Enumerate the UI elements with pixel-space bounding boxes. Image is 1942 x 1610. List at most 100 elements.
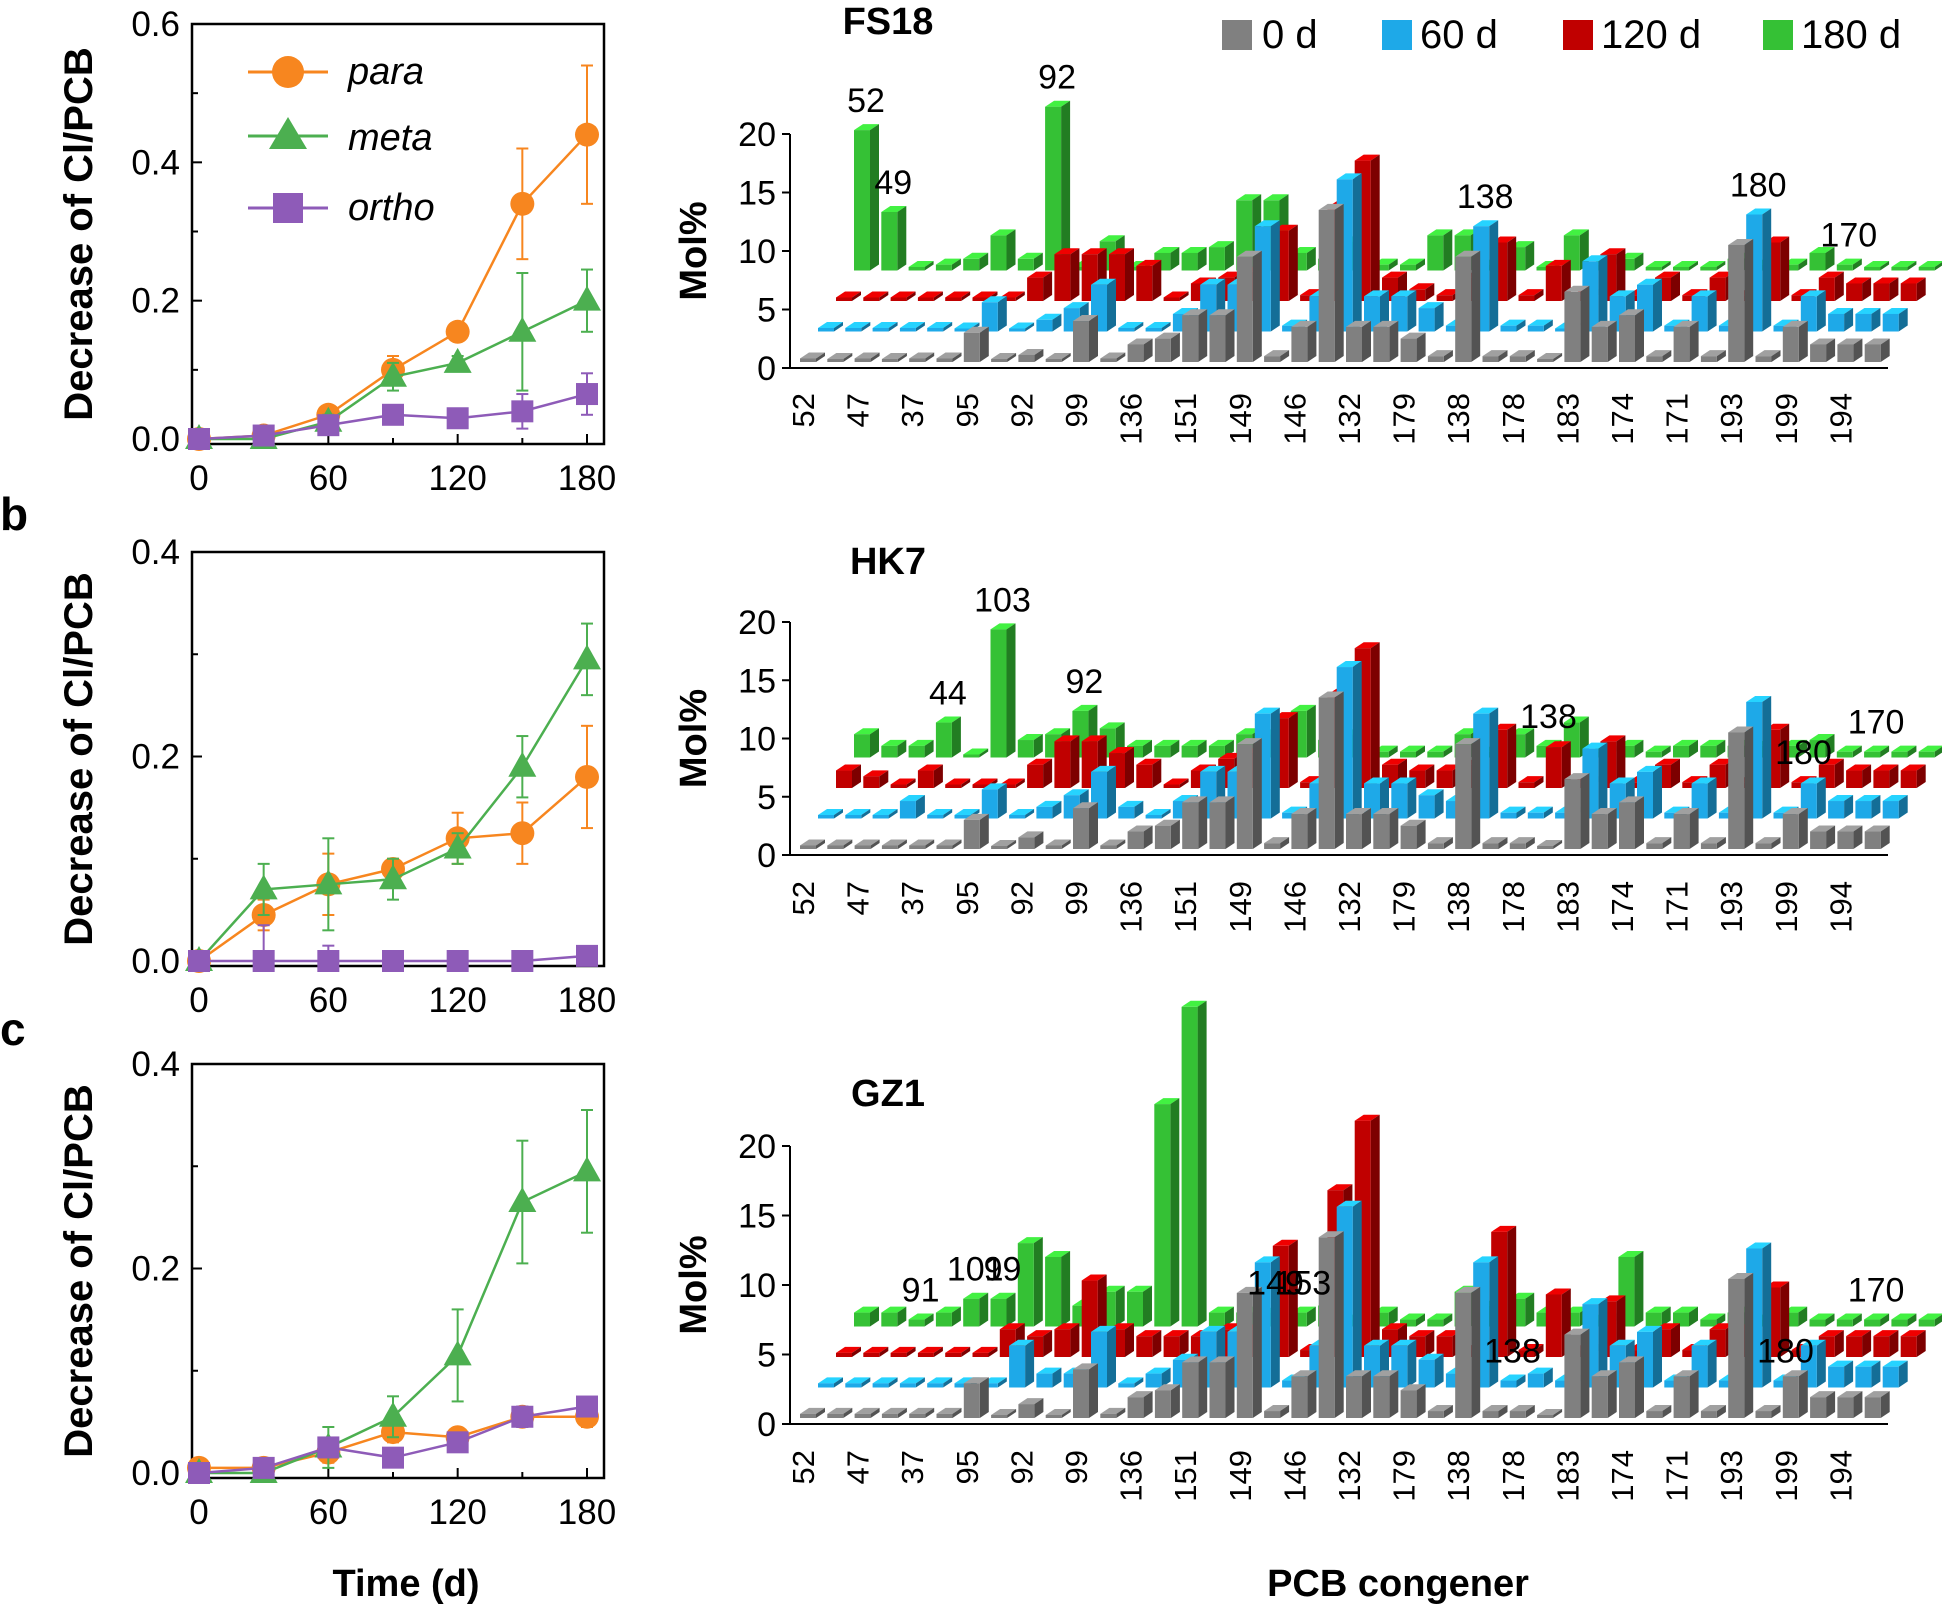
data-point-ortho: [576, 383, 598, 406]
bar-top: [1154, 1384, 1180, 1391]
bar-side: [1834, 1330, 1844, 1357]
bar-side: [1116, 839, 1126, 849]
bar-top: [899, 321, 925, 328]
bar-side: [897, 839, 907, 849]
bar-60d-37: [927, 1377, 953, 1388]
bar-side: [1252, 250, 1262, 362]
bar-0d-95: [963, 813, 989, 849]
bar-front: [1545, 1294, 1562, 1357]
bar-top: [1873, 764, 1899, 771]
bar-legend: 0 d 60 d 120 d 180 d: [1222, 13, 1901, 57]
bar-top: [1700, 1405, 1726, 1412]
bar-side: [1662, 1405, 1672, 1418]
bar-front: [945, 1352, 962, 1357]
bar-front: [1900, 770, 1917, 788]
bar-front: [1073, 808, 1089, 849]
bar-side: [1616, 735, 1626, 788]
bar-side: [1525, 1405, 1535, 1418]
bar-front: [1054, 254, 1071, 301]
bar-top: [908, 260, 934, 267]
bar-0d-146: [1291, 808, 1317, 849]
bar-0d-195: [1864, 1391, 1890, 1418]
bar-front: [1073, 1369, 1089, 1418]
bar-top: [1354, 154, 1380, 161]
congener-tick-label: 138: [1441, 393, 1476, 445]
x-tick-label: 60: [309, 459, 348, 498]
bar-60d-195: [1882, 795, 1908, 819]
bar-side: [1388, 745, 1398, 758]
bar-side: [1561, 741, 1571, 788]
bar-side: [1707, 777, 1717, 819]
congener-tick-label: 47: [841, 393, 876, 427]
bar-60d-92: [1036, 800, 1062, 819]
bar-side: [1425, 283, 1435, 301]
bar-180d-41: [990, 229, 1016, 271]
bar-side: [1143, 1285, 1152, 1327]
bar-top: [1336, 173, 1362, 180]
bar-top: [1127, 739, 1152, 746]
bar-front: [1645, 266, 1662, 271]
bar-y-tick-label: 20: [738, 604, 776, 642]
bar-top: [854, 1407, 880, 1414]
bar-side: [888, 809, 898, 819]
bar-top: [1263, 194, 1289, 201]
bar-front: [1100, 358, 1117, 362]
bar-side: [1061, 100, 1071, 271]
bar-top: [1118, 800, 1144, 807]
bar-side: [879, 1346, 889, 1357]
bar-top: [1700, 350, 1726, 357]
bar-side: [1434, 789, 1444, 819]
bar-front: [800, 358, 816, 362]
bar-side: [1662, 350, 1672, 362]
bar-0d-180: [1537, 1409, 1563, 1418]
bar-top: [1045, 839, 1071, 846]
bar-front: [1036, 806, 1053, 819]
bar-side: [1498, 1405, 1508, 1418]
data-point-ortho: [188, 1462, 210, 1484]
bar-front: [1036, 1373, 1053, 1388]
x-tick-label: 120: [428, 459, 486, 498]
bar-top: [1045, 353, 1071, 359]
bar-side: [1334, 691, 1344, 849]
bar-top: [1354, 1114, 1380, 1121]
x-tick-label: 120: [428, 1493, 486, 1532]
bar-top: [1009, 1339, 1035, 1346]
bar-0d-170: [1700, 350, 1726, 362]
bar-0d-44: [827, 1407, 853, 1418]
bar-top: [1145, 1367, 1171, 1374]
bar-top: [990, 229, 1016, 236]
y-tick-label: 0.0: [131, 942, 180, 981]
bar-top: [1318, 203, 1344, 210]
bar-front: [1918, 751, 1935, 758]
bar-front: [1673, 814, 1690, 849]
bar-top: [1409, 283, 1435, 290]
bar-front: [963, 1383, 980, 1418]
bar-top: [999, 778, 1025, 785]
bar-top: [890, 1346, 916, 1353]
bar-front: [845, 1383, 862, 1388]
bar-top: [1136, 1330, 1162, 1337]
bar-top: [1518, 776, 1544, 783]
bar-top: [1373, 320, 1399, 327]
bar-side: [1852, 1313, 1862, 1327]
legend-label-180d: 180 d: [1801, 13, 1901, 57]
bar-front: [1291, 326, 1308, 362]
bar-side: [1370, 1114, 1380, 1357]
bar-top: [1209, 1356, 1235, 1363]
bar-front: [1445, 325, 1462, 332]
bar-top: [917, 1346, 943, 1353]
bar-side: [1362, 320, 1371, 362]
bar-120d-91: [1136, 259, 1162, 301]
bar-side: [1771, 1405, 1781, 1418]
bar-top: [1537, 840, 1563, 846]
bar-top: [836, 1346, 861, 1353]
bar-front: [1864, 1319, 1881, 1327]
bar-side: [1471, 1286, 1481, 1418]
bar-side: [1525, 241, 1535, 271]
bar-top: [1509, 837, 1535, 844]
bar-180d-99: [1127, 1285, 1152, 1327]
bar-y-tick-label: 15: [738, 175, 776, 213]
bar-60d-178: [1527, 806, 1553, 819]
bar-60d-177: [1391, 1339, 1417, 1388]
bar-120d-47: [890, 1346, 916, 1357]
